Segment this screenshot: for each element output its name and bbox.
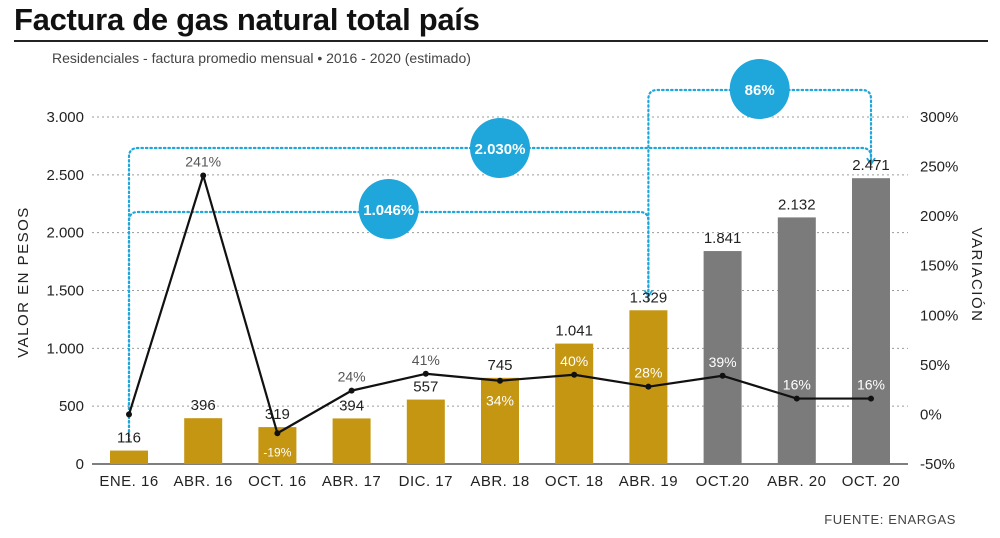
- x-tick-label: OCT. 16: [248, 473, 307, 490]
- y2-tick-label: 0%: [920, 406, 942, 423]
- bar: [555, 343, 594, 464]
- y2-axis-title: VARIACIÓN: [968, 228, 985, 323]
- variation-point: [126, 411, 132, 418]
- bar: [777, 217, 816, 464]
- bar-value-label: 557: [413, 379, 438, 396]
- variation-point: [793, 395, 800, 402]
- bar: [703, 251, 742, 464]
- x-tick-label: ABR. 18: [470, 473, 529, 490]
- y2-tick-label: 300%: [920, 109, 958, 126]
- variation-point: [719, 372, 726, 379]
- x-tick-label: OCT. 18: [545, 473, 604, 490]
- variation-label: 40%: [560, 353, 588, 369]
- variation-label: 241%: [185, 153, 221, 169]
- bar: [406, 399, 445, 464]
- variation-point: [422, 370, 429, 377]
- variation-label: 28%: [634, 365, 662, 381]
- x-tick-label: OCT.20: [696, 473, 750, 490]
- variation-label: 34%: [486, 393, 514, 409]
- bar-value-label: 1.041: [555, 323, 593, 340]
- chart-title: Factura de gas natural total país: [14, 2, 480, 37]
- bar-value-label: 394: [339, 397, 364, 414]
- y2-tick-label: 100%: [920, 307, 958, 324]
- source-note: FUENTE: ENARGAS: [824, 512, 956, 527]
- bar: [332, 418, 371, 464]
- y2-tick-label: 200%: [920, 208, 958, 225]
- y-axis-title: VALOR EN PESOS: [15, 206, 32, 358]
- x-tick-label: DIC. 17: [399, 473, 453, 490]
- bracket-connector: [127, 146, 873, 442]
- bracket-bubble: [358, 179, 419, 239]
- bracket-label: 1.046%: [363, 202, 414, 219]
- variation-label: 24%: [338, 369, 366, 385]
- y-tick-label: 2.500: [46, 167, 84, 184]
- bar: [110, 450, 148, 464]
- bar-value-label: 1.329: [630, 289, 668, 306]
- bar: [481, 377, 519, 464]
- bar-value-label: 1.841: [704, 230, 742, 247]
- bar-value-label: 2.132: [778, 196, 816, 213]
- y-tick-label: 1.500: [46, 283, 84, 300]
- variation-label: 41%: [412, 352, 440, 368]
- bracket-label: 2.030%: [475, 141, 526, 158]
- bar: [852, 178, 890, 464]
- variation-point: [497, 377, 503, 384]
- variation-point: [868, 395, 874, 402]
- y2-tick-label: 250%: [920, 159, 958, 176]
- title-rule: [14, 40, 988, 42]
- variation-label: 39%: [709, 354, 737, 370]
- y-tick-label: 500: [59, 398, 84, 415]
- chart-subtitle: Residenciales - factura promedio mensual…: [52, 50, 471, 66]
- bracket-label: 86%: [745, 82, 775, 99]
- bracket-arrow: [866, 157, 876, 166]
- bracket-bubble: [729, 59, 790, 119]
- bar-value-label: 116: [117, 430, 141, 447]
- bar-value-label: 2.471: [852, 157, 890, 174]
- variation-label: 16%: [783, 377, 811, 393]
- bar: [184, 418, 223, 464]
- y2-tick-label: 150%: [920, 258, 958, 275]
- x-tick-label: ABR. 19: [619, 473, 678, 490]
- y2-tick-label: 50%: [920, 357, 950, 374]
- y-tick-label: 3.000: [46, 109, 84, 126]
- y-tick-label: 1.000: [46, 340, 84, 357]
- bracket-bubble: [470, 118, 530, 178]
- variation-point: [645, 383, 652, 390]
- bar-value-label: 745: [487, 357, 512, 374]
- x-tick-label: ABR. 20: [767, 473, 826, 490]
- variation-point: [274, 430, 281, 437]
- variation-label: 16%: [857, 377, 885, 393]
- variation-point: [200, 172, 207, 179]
- variation-point: [571, 371, 578, 378]
- y-tick-label: 0: [76, 456, 84, 473]
- bar-value-label: 319: [265, 406, 290, 423]
- x-tick-label: ENE. 16: [99, 473, 158, 490]
- x-tick-label: ABR. 17: [322, 473, 381, 490]
- x-tick-label: OCT. 20: [842, 473, 901, 490]
- bracket-connector: [647, 88, 873, 302]
- bar-value-label: 396: [191, 397, 216, 414]
- variation-label: -19%: [263, 445, 291, 459]
- y2-tick-label: -50%: [920, 456, 955, 473]
- y-tick-label: 2.000: [46, 225, 84, 242]
- variation-point: [348, 387, 355, 394]
- x-tick-label: ABR. 16: [174, 473, 233, 490]
